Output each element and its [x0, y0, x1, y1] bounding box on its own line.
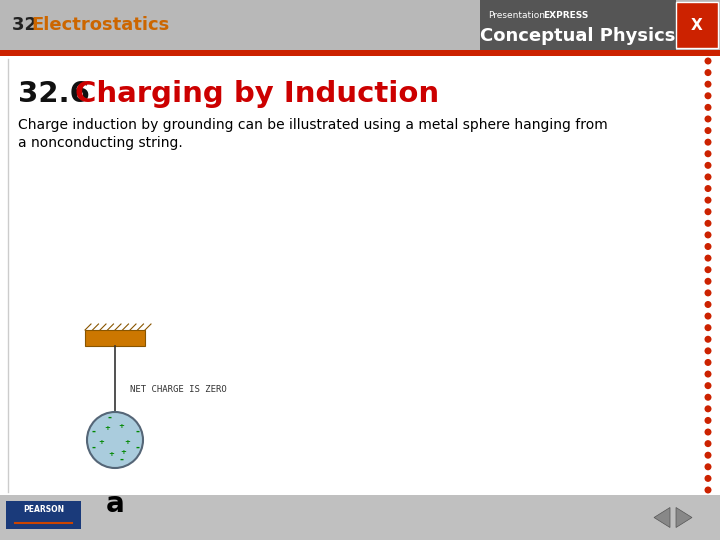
Circle shape [704, 347, 711, 354]
Text: X: X [691, 17, 703, 32]
Text: -: - [91, 443, 95, 453]
Circle shape [704, 487, 711, 494]
Circle shape [704, 266, 711, 273]
Text: PEARSON: PEARSON [24, 504, 65, 514]
Circle shape [704, 57, 711, 64]
Text: Presentation: Presentation [488, 11, 545, 21]
Text: +: + [120, 449, 126, 455]
Text: -: - [135, 443, 139, 453]
Circle shape [704, 116, 711, 123]
Text: 32: 32 [12, 16, 43, 34]
Text: a: a [106, 490, 125, 518]
Circle shape [704, 382, 711, 389]
Text: Charging by Induction: Charging by Induction [75, 80, 439, 108]
Circle shape [704, 440, 711, 447]
Circle shape [704, 359, 711, 366]
Circle shape [704, 185, 711, 192]
Text: +: + [124, 439, 130, 445]
Text: NET CHARGE IS ZERO: NET CHARGE IS ZERO [130, 386, 227, 395]
Circle shape [704, 150, 711, 157]
Circle shape [704, 289, 711, 296]
Bar [0, 0, 720, 50]
Circle shape [704, 173, 711, 180]
Text: +: + [108, 451, 114, 457]
Text: Conceptual Physics: Conceptual Physics [480, 27, 675, 45]
Bar [0, 50, 720, 56]
Circle shape [704, 301, 711, 308]
Circle shape [704, 197, 711, 204]
Circle shape [704, 394, 711, 401]
Bar [0, 495, 720, 540]
Circle shape [704, 232, 711, 239]
Polygon shape [676, 508, 692, 528]
Text: EXPRESS: EXPRESS [543, 11, 588, 21]
Circle shape [704, 475, 711, 482]
Text: -: - [107, 413, 111, 423]
Circle shape [704, 452, 711, 458]
Circle shape [704, 127, 711, 134]
Circle shape [704, 278, 711, 285]
Circle shape [704, 254, 711, 261]
Circle shape [704, 463, 711, 470]
Circle shape [704, 92, 711, 99]
Circle shape [87, 412, 143, 468]
Circle shape [704, 324, 711, 331]
Text: a nonconducting string.: a nonconducting string. [18, 136, 183, 150]
Circle shape [704, 313, 711, 320]
Polygon shape [654, 508, 670, 528]
Bar [6, 501, 81, 529]
Circle shape [704, 370, 711, 377]
Bar [480, 0, 676, 50]
Text: +: + [118, 423, 124, 429]
Circle shape [704, 80, 711, 87]
Circle shape [704, 336, 711, 343]
Circle shape [704, 406, 711, 413]
Circle shape [704, 220, 711, 227]
Text: Charge induction by grounding can be illustrated using a metal sphere hanging fr: Charge induction by grounding can be ill… [18, 118, 608, 132]
Circle shape [704, 417, 711, 424]
Text: -: - [119, 455, 123, 465]
Circle shape [704, 429, 711, 436]
Text: 32.6: 32.6 [18, 80, 100, 108]
Bar [676, 2, 718, 48]
Circle shape [704, 208, 711, 215]
Circle shape [704, 162, 711, 169]
Circle shape [704, 139, 711, 146]
Circle shape [704, 69, 711, 76]
Bar [85, 330, 145, 346]
Text: -: - [91, 427, 95, 437]
Circle shape [704, 243, 711, 250]
Circle shape [704, 104, 711, 111]
Text: +: + [98, 439, 104, 445]
Text: Electrostatics: Electrostatics [31, 16, 169, 34]
Text: +: + [104, 425, 110, 431]
Text: -: - [135, 427, 139, 437]
